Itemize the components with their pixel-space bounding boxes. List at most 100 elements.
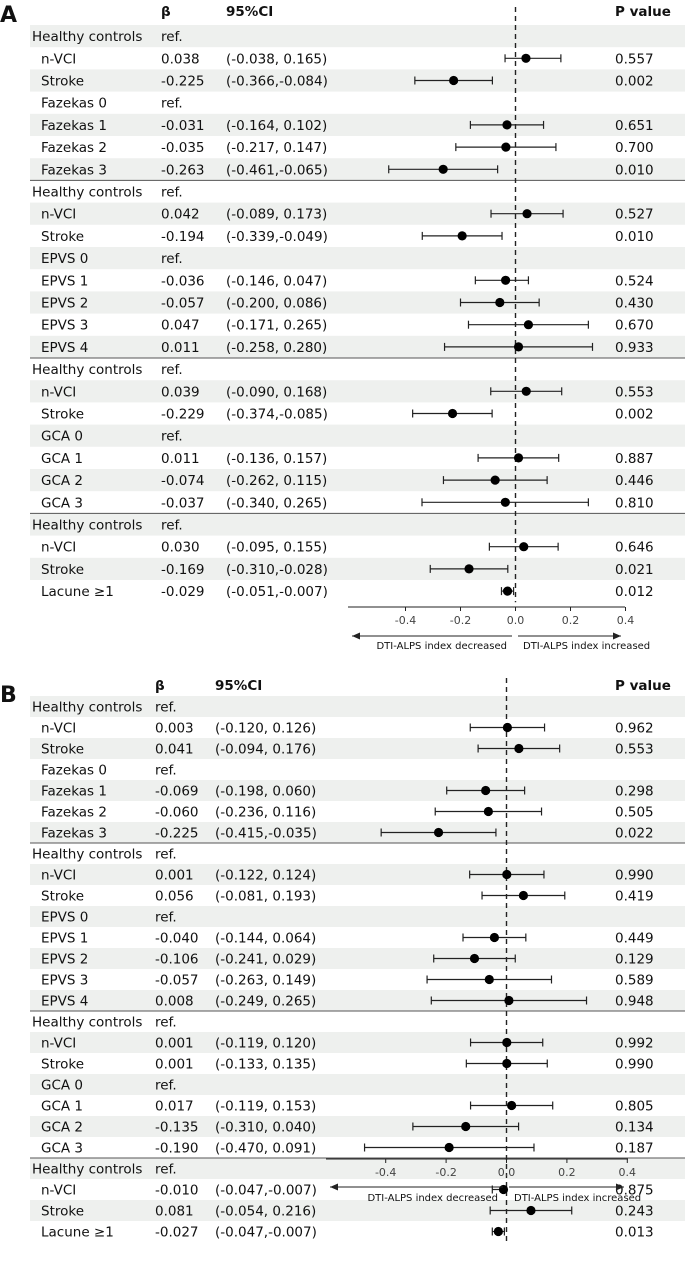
panel-letter: B (0, 683, 17, 708)
arrow-decreased-head (352, 632, 360, 640)
row-label: GCA 0 (41, 1078, 83, 1094)
row-beta: 0.003 (155, 721, 194, 737)
arrow-increased-head (613, 632, 621, 640)
row-label: Fazekas 2 (41, 805, 107, 821)
row-p-value: 0.887 (615, 451, 654, 467)
row-label: EPVS 3 (41, 973, 88, 989)
point-estimate (513, 342, 524, 352)
row-beta: -0.031 (161, 118, 205, 134)
row-beta: -0.074 (161, 473, 205, 489)
row-p-value: 0.129 (615, 952, 654, 968)
x-tick-label: -0.2 (435, 1166, 456, 1179)
row-p-value: 0.933 (615, 340, 654, 356)
row-stripe (30, 906, 685, 927)
row-p-value: 0.010 (615, 162, 654, 178)
x-tick-label: 0.2 (558, 1166, 576, 1179)
row-beta: -0.194 (161, 229, 205, 245)
row-ci: (-0.217, 0.147) (226, 140, 327, 156)
row-ci: (-0.136, 0.157) (226, 451, 327, 467)
row-beta: ref. (155, 1162, 177, 1178)
row-p-value: 0.990 (615, 1057, 654, 1073)
row-p-value: 0.651 (615, 118, 654, 134)
point-estimate (495, 297, 505, 308)
point-estimate (522, 209, 532, 219)
row-ci: (-0.164, 0.102) (226, 118, 327, 134)
x-tick-label: 0.4 (617, 614, 635, 627)
row-ci: (-0.144, 0.064) (215, 931, 316, 947)
row-stripe (30, 1200, 685, 1221)
row-beta: ref. (155, 700, 177, 716)
point-estimate (521, 53, 531, 63)
row-ci: (-0.366,-0.084) (226, 74, 328, 90)
point-estimate (519, 542, 529, 552)
row-label: Stroke (41, 742, 84, 758)
point-estimate (493, 1226, 503, 1237)
row-label: EPVS 1 (41, 931, 88, 947)
row-label: Stroke (41, 562, 84, 578)
row-stripe (30, 25, 685, 48)
row-label: EPVS 1 (41, 273, 88, 289)
row-beta: 0.011 (161, 340, 200, 356)
row-ci: (-0.241, 0.029) (215, 952, 316, 968)
row-beta: 0.001 (155, 868, 194, 884)
row-p-value: 0.002 (615, 74, 654, 90)
row-label: Healthy controls (32, 700, 142, 716)
row-ci: (-0.461,-0.065) (226, 162, 328, 178)
row-p-value: 0.243 (615, 1204, 654, 1220)
row-beta: 0.011 (161, 451, 200, 467)
point-estimate (489, 932, 500, 943)
row-stripe (30, 202, 685, 225)
row-p-value: 0.446 (615, 473, 654, 489)
row-p-value: 0.430 (615, 296, 654, 312)
row-label: n-VCI (41, 207, 76, 223)
arrow-increased-label: DTI-ALPS index increased (514, 1193, 641, 1204)
row-ci: (-0.081, 0.193) (215, 889, 316, 905)
point-estimate (521, 386, 531, 396)
point-estimate (498, 1184, 509, 1195)
row-stripe (30, 247, 685, 270)
row-beta: 0.047 (161, 318, 200, 334)
arrow-decreased-label: DTI-ALPS index decreased (376, 641, 507, 652)
header-p-value: P value (615, 4, 671, 20)
row-beta: 0.042 (161, 207, 200, 223)
row-ci: (-0.051,-0.007) (226, 584, 328, 600)
row-label: Healthy controls (32, 1162, 142, 1178)
row-beta: -0.010 (155, 1183, 199, 1199)
point-estimate (438, 164, 448, 174)
row-ci: (-0.122, 0.124) (215, 868, 316, 884)
row-ci: (-0.094, 0.176) (215, 742, 316, 758)
row-beta: ref. (155, 1015, 177, 1031)
point-estimate (502, 586, 513, 596)
row-beta: ref. (155, 910, 177, 926)
row-p-value: 0.875 (615, 1183, 654, 1199)
x-tick-label: 0.2 (562, 614, 580, 627)
row-ci: (-0.119, 0.153) (215, 1099, 316, 1115)
row-label: Fazekas 0 (41, 96, 107, 112)
row-p-value: 0.021 (615, 562, 654, 578)
row-beta: -0.190 (155, 1141, 199, 1157)
row-label: GCA 2 (41, 1120, 83, 1136)
row-label: EPVS 4 (41, 340, 88, 356)
row-ci: (-0.171, 0.265) (226, 318, 327, 334)
row-p-value: 0.010 (615, 229, 654, 245)
row-beta: ref. (161, 518, 183, 534)
row-ci: (-0.249, 0.265) (215, 994, 316, 1010)
row-ci: (-0.198, 0.060) (215, 784, 316, 800)
row-label: Healthy controls (32, 29, 142, 45)
header-ci: 95%CI (215, 678, 262, 694)
row-stripe (30, 380, 685, 403)
row-beta: -0.040 (155, 931, 199, 947)
row-label: Fazekas 3 (41, 826, 107, 842)
point-estimate (469, 953, 480, 964)
row-beta: -0.169 (161, 562, 205, 578)
point-estimate (526, 1205, 536, 1216)
row-label: Stroke (41, 407, 84, 423)
row-label: Stroke (41, 229, 84, 245)
row-stripe (30, 696, 685, 717)
row-p-value: 0.962 (615, 721, 654, 737)
point-estimate (484, 974, 494, 985)
row-label: n-VCI (41, 868, 76, 884)
header-ci: 95%CI (226, 4, 273, 20)
row-beta: -0.060 (155, 805, 199, 821)
row-label: Healthy controls (32, 847, 142, 863)
